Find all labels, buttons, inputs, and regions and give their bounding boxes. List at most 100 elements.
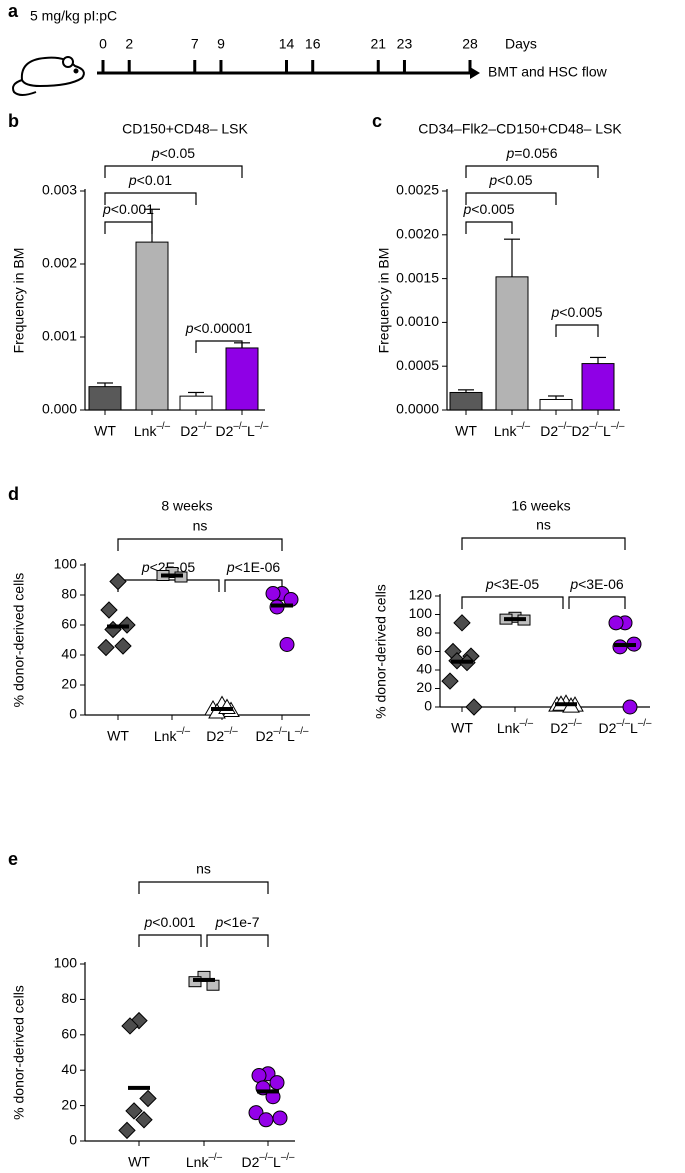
p-value-label: p<0.00001 [185,320,253,336]
mean-line [555,702,577,707]
data-point [622,699,638,715]
p-value-label: p<0.001 [143,914,195,930]
timeline-title: 5 mg/kg pI:pC [30,8,117,24]
mouse-icon [12,56,85,96]
y-tick-label: 20 [61,676,77,692]
y-axis-label: Frequency in BM [11,248,27,354]
y-axis-label: % donor-derived cells [11,985,27,1120]
data-point [139,1089,157,1108]
data-point [104,620,122,639]
x-tick-label: Lnk–/– [186,1152,223,1170]
x-tick-label: D2–/–L–/– [242,1152,295,1170]
p-value-label: p=0.056 [505,145,557,161]
p-value-label: p<3E-05 [485,576,540,592]
x-tick-label: D2–/–L–/– [216,421,269,439]
data-point [258,1112,274,1128]
significance-bracket [138,934,202,947]
significance-bracket [461,537,626,550]
p-value-label: p<0.005 [462,201,514,217]
mean-line [271,603,293,608]
p-value-label: p<3E-06 [569,576,624,592]
mean-line [128,1085,150,1090]
timeline-tick-label: 23 [397,36,413,52]
x-tick-label: D2–/– [206,726,238,744]
bar [179,395,213,411]
significance-bracket [117,538,283,551]
timeline-xlabel: Days [505,36,537,52]
mean-line [193,977,215,982]
x-tick-label: Lnk–/– [134,421,171,439]
y-axis-label: Frequency in BM [376,248,392,354]
significance-bracket [104,192,197,205]
y-tick-label: 20 [61,1096,77,1112]
x-tick-label: WT [451,720,473,736]
x-tick-label: D2–/– [540,421,572,439]
bar [225,347,259,411]
mean-line [504,617,526,622]
significance-bracket [104,221,153,234]
bar [581,363,615,411]
x-tick-label: D2–/– [180,421,212,439]
data-point [118,1121,136,1140]
p-value-label: p<1e-7 [215,914,260,930]
y-tick-label: 0.0010 [396,313,439,329]
panel-letter: e [8,849,18,869]
x-tick-label: WT [107,728,129,744]
data-point [269,1075,285,1091]
significance-bracket [568,596,626,609]
p-value-label: ns [193,518,208,534]
bar [495,276,529,411]
x-tick-label: D2–/–L–/– [599,718,652,736]
timeline-tick-label: 7 [191,36,199,52]
y-tick-label: 0.0015 [396,269,439,285]
y-tick-label: 0 [69,706,77,722]
timeline-tick-label: 28 [462,36,478,52]
significance-bracket [104,165,243,178]
data-point [465,698,483,716]
chart-title: CD150+CD48– LSK [122,121,248,137]
significance-bracket [465,192,557,205]
timeline-tick-label: 9 [217,36,225,52]
significance-bracket [555,324,599,337]
x-tick-label: Lnk–/– [494,421,531,439]
y-tick-label: 40 [61,1061,77,1077]
y-axis-label: % donor-derived cells [373,584,389,719]
data-point [272,1110,288,1126]
y-tick-label: 0.0000 [396,401,439,417]
data-point [441,672,459,690]
y-tick-label: 0.0025 [396,182,439,198]
x-tick-label: D2–/–L–/– [256,726,309,744]
data-point [114,637,132,655]
p-value-label: p<0.05 [151,145,195,161]
chart-title: 8 weeks [161,498,212,514]
x-tick-label: WT [455,423,477,439]
p-value-label: p<1E-06 [226,559,281,575]
x-tick-label: Lnk–/– [154,726,191,744]
x-tick-label: WT [94,423,116,439]
x-tick-label: WT [128,1154,150,1170]
p-value-label: p<0.001 [102,201,154,217]
panel-letter: a [8,1,19,21]
x-tick-label: Lnk–/– [497,718,534,736]
y-tick-label: 80 [416,624,432,640]
data-point [100,601,118,619]
y-tick-label: 20 [416,679,432,695]
y-tick-label: 100 [54,955,78,971]
data-point [109,572,127,591]
significance-bracket [138,881,269,894]
significance-bracket [465,221,513,234]
y-tick-label: 0.003 [42,182,77,198]
data-point [279,637,295,652]
mean-line [451,659,473,664]
data-point [453,614,471,632]
data-point [135,1111,153,1129]
y-tick-label: 60 [61,616,77,632]
y-tick-label: 0.0005 [396,357,439,373]
mean-line [161,573,183,578]
mean-line [257,1089,279,1094]
y-tick-label: 0.001 [42,328,77,344]
significance-bracket [206,934,269,947]
y-tick-label: 100 [409,605,433,621]
panel-letter: b [8,111,19,131]
